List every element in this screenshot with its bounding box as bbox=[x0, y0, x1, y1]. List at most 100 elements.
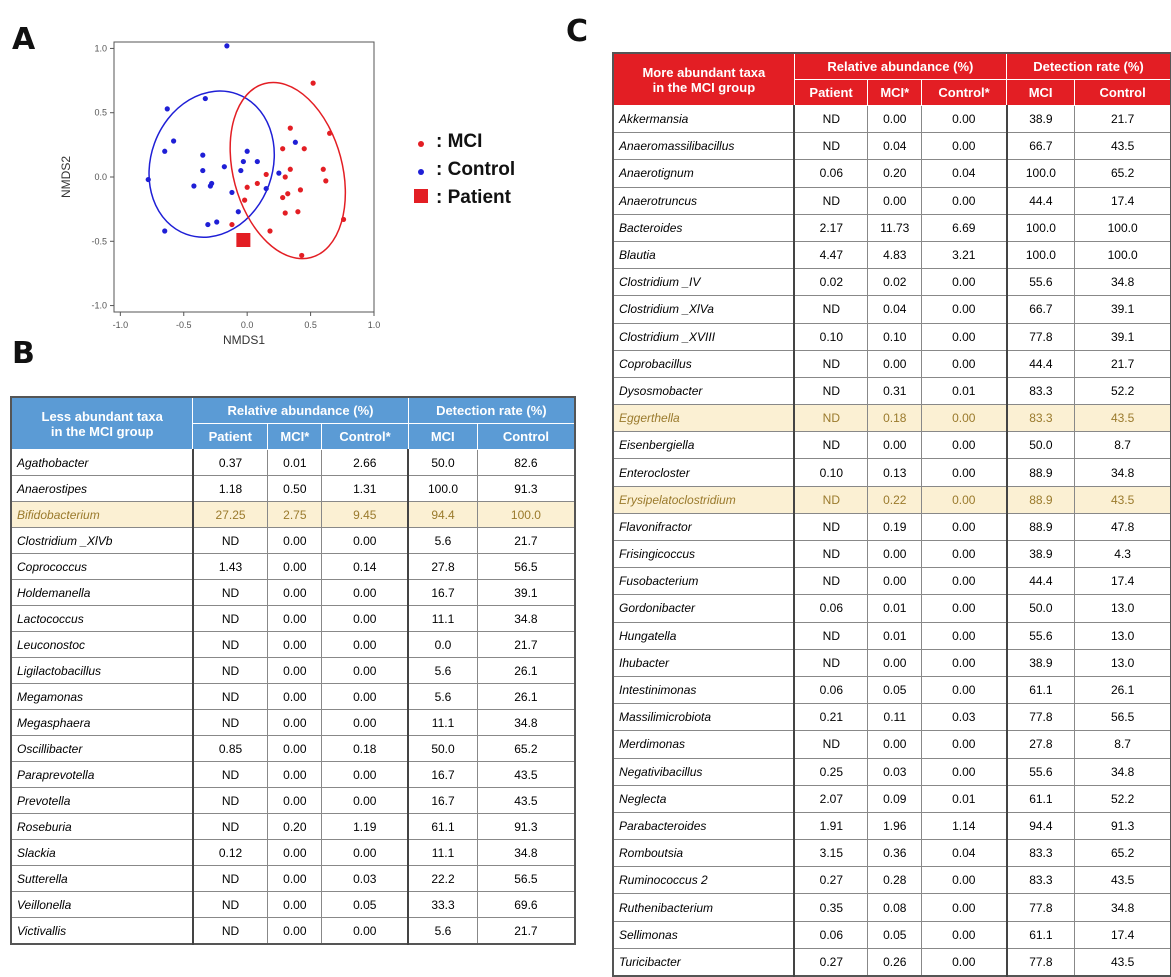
legend-square-patient-icon bbox=[414, 189, 428, 203]
value-cell: 0.00 bbox=[268, 528, 322, 554]
legend-item-mci: : MCI bbox=[410, 128, 515, 156]
point-control bbox=[245, 149, 250, 154]
value-cell: 65.2 bbox=[477, 736, 575, 762]
value-cell: 44.4 bbox=[1007, 568, 1075, 595]
value-cell: ND bbox=[794, 622, 868, 649]
taxon-cell: Sellimonas bbox=[613, 921, 794, 948]
value-cell: 38.9 bbox=[1007, 649, 1075, 676]
y-tick-label: 1.0 bbox=[94, 43, 107, 53]
value-cell: 0.00 bbox=[322, 580, 408, 606]
legend-item-control: : Control bbox=[410, 156, 515, 184]
value-cell: 0.00 bbox=[922, 541, 1007, 568]
value-cell: 34.8 bbox=[477, 840, 575, 866]
value-cell: 21.7 bbox=[477, 632, 575, 658]
value-cell: 0.00 bbox=[922, 459, 1007, 486]
legend-dot-mci-icon bbox=[418, 141, 424, 147]
value-cell: 0.00 bbox=[922, 731, 1007, 758]
point-mci bbox=[327, 131, 332, 136]
value-cell: 43.5 bbox=[477, 762, 575, 788]
value-cell: 0.25 bbox=[794, 758, 868, 785]
value-cell: 0.00 bbox=[922, 106, 1007, 133]
value-cell: ND bbox=[193, 866, 268, 892]
value-cell: 0.19 bbox=[868, 513, 922, 540]
value-cell: 1.91 bbox=[794, 812, 868, 839]
value-cell: 0.00 bbox=[922, 350, 1007, 377]
value-cell: 0.00 bbox=[868, 541, 922, 568]
panel-label-a: A bbox=[12, 22, 35, 57]
value-cell: 43.5 bbox=[1075, 948, 1171, 976]
value-cell: ND bbox=[794, 187, 868, 214]
point-control bbox=[165, 106, 170, 111]
less-abundant-taxa-table: Less abundant taxa in the MCI group Rela… bbox=[10, 396, 576, 945]
value-cell: 13.0 bbox=[1075, 649, 1171, 676]
taxa-header-line2: in the MCI group bbox=[653, 80, 756, 95]
taxon-cell: Holdemanella bbox=[11, 580, 193, 606]
value-cell: 0.00 bbox=[922, 595, 1007, 622]
point-mci bbox=[245, 185, 250, 190]
taxon-cell: Hungatella bbox=[613, 622, 794, 649]
value-cell: 100.0 bbox=[1007, 160, 1075, 187]
point-mci bbox=[341, 217, 346, 222]
point-control bbox=[162, 228, 167, 233]
taxon-cell: Blautia bbox=[613, 241, 794, 268]
value-cell: ND bbox=[794, 432, 868, 459]
value-cell: 94.4 bbox=[1007, 812, 1075, 839]
point-mci bbox=[242, 198, 247, 203]
value-cell: 43.5 bbox=[1075, 486, 1171, 513]
x-axis-label: NMDS1 bbox=[223, 333, 265, 347]
value-cell: 0.00 bbox=[868, 568, 922, 595]
value-cell: 61.1 bbox=[1007, 921, 1075, 948]
point-mci bbox=[280, 195, 285, 200]
value-cell: 77.8 bbox=[1007, 323, 1075, 350]
value-cell: 52.2 bbox=[1075, 785, 1171, 812]
point-mci bbox=[280, 146, 285, 151]
value-cell: 50.0 bbox=[408, 450, 477, 476]
value-cell: 100.0 bbox=[477, 502, 575, 528]
taxon-cell: Intestinimonas bbox=[613, 676, 794, 703]
value-cell: 43.5 bbox=[1075, 405, 1171, 432]
value-cell: 0.35 bbox=[794, 894, 868, 921]
value-cell: 100.0 bbox=[1007, 241, 1075, 268]
value-cell: 26.1 bbox=[477, 658, 575, 684]
point-control bbox=[255, 159, 260, 164]
value-cell: 44.4 bbox=[1007, 187, 1075, 214]
value-cell: 50.0 bbox=[1007, 595, 1075, 622]
panel-label-b: B bbox=[12, 336, 35, 371]
value-cell: 8.7 bbox=[1075, 432, 1171, 459]
taxon-cell: Neglecta bbox=[613, 785, 794, 812]
value-cell: ND bbox=[794, 377, 868, 404]
value-cell: 0.00 bbox=[922, 568, 1007, 595]
value-cell: ND bbox=[193, 528, 268, 554]
value-cell: 22.2 bbox=[408, 866, 477, 892]
value-cell: ND bbox=[193, 684, 268, 710]
value-cell: 88.9 bbox=[1007, 459, 1075, 486]
value-cell: 0.06 bbox=[794, 676, 868, 703]
value-cell: 0.00 bbox=[268, 892, 322, 918]
value-cell: 0.03 bbox=[922, 704, 1007, 731]
value-cell: 0.00 bbox=[268, 762, 322, 788]
value-cell: 34.8 bbox=[477, 710, 575, 736]
value-cell: 0.00 bbox=[922, 894, 1007, 921]
point-control bbox=[200, 168, 205, 173]
value-cell: 0.00 bbox=[922, 405, 1007, 432]
point-control bbox=[146, 177, 151, 182]
taxon-cell: Romboutsia bbox=[613, 840, 794, 867]
value-cell: 0.14 bbox=[322, 554, 408, 580]
value-cell: 0.00 bbox=[322, 658, 408, 684]
value-cell: 21.7 bbox=[1075, 106, 1171, 133]
value-cell: 0.00 bbox=[868, 106, 922, 133]
y-tick-label: -1.0 bbox=[91, 301, 107, 311]
